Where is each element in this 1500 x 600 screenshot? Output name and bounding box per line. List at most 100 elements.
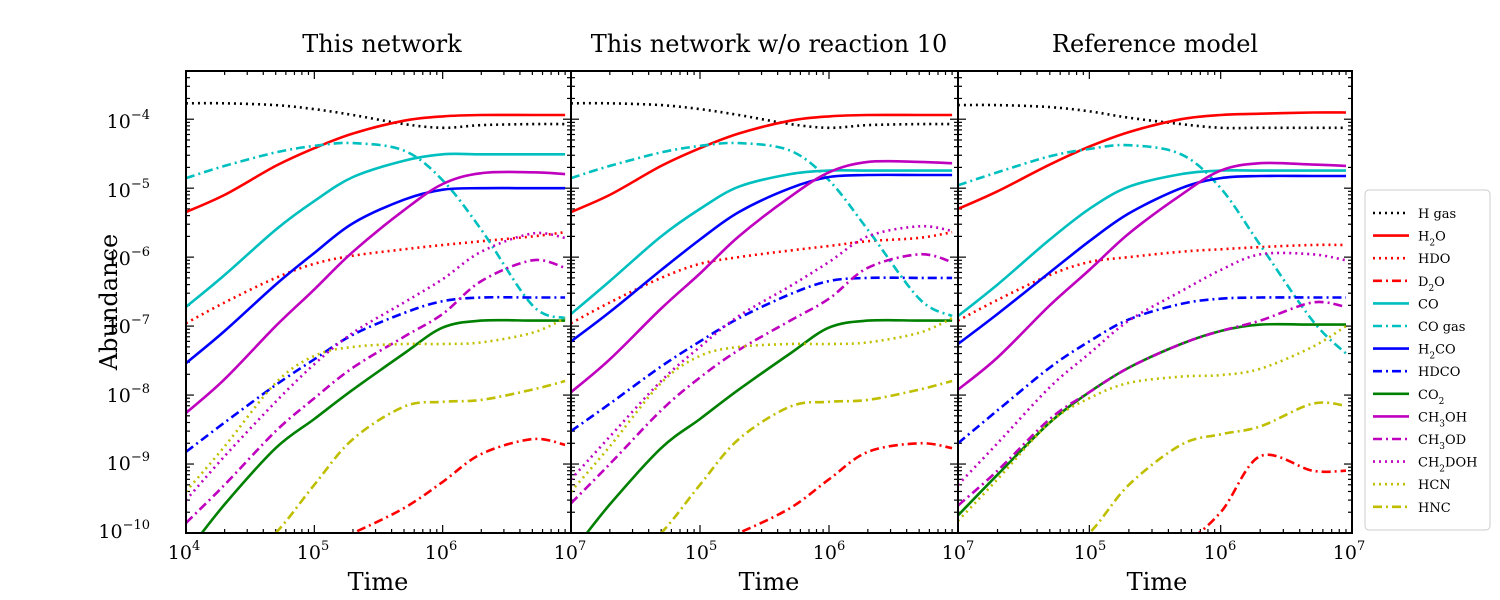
x-tick-label: 105	[297, 539, 329, 564]
curves	[958, 103, 1347, 533]
series-line-co2	[200, 318, 566, 533]
series-line-ch3oh	[186, 170, 566, 414]
panel-without-reaction-10	[570, 70, 959, 534]
series-line-hdco	[571, 276, 953, 433]
series-line-hdco	[186, 295, 566, 453]
legend-label: CO	[1418, 297, 1439, 312]
y-tick-labels: 10−10 10−9 10−8 10−7 10−6 10−5 10−4	[98, 108, 150, 543]
legend-label: H2CO	[1418, 343, 1456, 362]
series-line-d2o	[349, 437, 566, 533]
y-tick-label: 10−10	[98, 518, 150, 543]
y-tick-label: 10−6	[107, 245, 150, 270]
y-axis-label: Abundance	[95, 234, 123, 371]
x-tick-labels: 104 105 106 107 105 106 107 105 106 107	[168, 539, 1365, 564]
y-tick-label: 10−5	[107, 177, 150, 202]
series-line-h_gas	[958, 103, 1346, 130]
series-line-co_gas	[186, 141, 566, 320]
y-tick-label: 10−4	[107, 108, 150, 133]
series-line-d2o	[735, 441, 953, 533]
series-line-co2	[958, 322, 1346, 517]
legend-item-co: CO	[1373, 297, 1439, 312]
series-line-ch3oh	[571, 159, 953, 394]
series-line-h2o	[958, 111, 1347, 211]
legend-label: CH3OD	[1418, 433, 1466, 452]
series-line-hcn	[186, 317, 566, 493]
legend-item-hnc: HNC	[1373, 501, 1451, 516]
panel-title-1: This network	[302, 30, 462, 58]
legend-label: CH3OH	[1418, 410, 1467, 429]
x-axis-label-3: Time	[1127, 568, 1188, 596]
series-line-h2o	[186, 113, 566, 214]
legend-items: H gas H2O HDO D2O CO CO gas H2CO HDCO CO2 CH3OH CH…	[1373, 207, 1477, 516]
series-line-h_gas	[571, 101, 953, 130]
curves	[186, 101, 566, 533]
legend-item-h2co: H2CO	[1373, 343, 1456, 362]
legend-item-co2: CO2	[1373, 388, 1444, 407]
y-tick-label: 10−8	[107, 382, 150, 407]
series-line-hnc	[273, 379, 566, 533]
panel-reference-model	[957, 70, 1353, 534]
legend-label: D2O	[1418, 275, 1445, 294]
series-line-co2	[585, 318, 953, 533]
x-axis-label-1: Time	[348, 568, 409, 596]
legend-item-h2o: H2O	[1373, 230, 1446, 249]
curves	[571, 101, 953, 533]
series-line-co_gas	[958, 143, 1347, 355]
series-line-hcn	[571, 317, 953, 493]
x-tick-label: 105	[685, 539, 717, 564]
x-tick-label: 105	[1074, 539, 1106, 564]
x-tick-label: 107	[942, 539, 974, 564]
legend-label: H2O	[1418, 230, 1446, 249]
series-line-h_gas	[186, 101, 566, 130]
series-line-h2o	[571, 113, 953, 214]
series-line-hnc	[1087, 401, 1347, 533]
panel-title-2: This network w/o reaction 10	[591, 30, 948, 58]
series-line-hnc	[659, 379, 953, 533]
legend-item-ch2doh: CH2DOH	[1373, 456, 1477, 475]
series-line-ch3od	[958, 300, 1347, 507]
series-line-hdo	[958, 243, 1347, 322]
legend-item-hcn: HCN	[1373, 478, 1451, 493]
legend-item-hdo: HDO	[1373, 252, 1450, 267]
series-line-hcn	[958, 324, 1347, 522]
y-tick-label: 10−7	[107, 313, 150, 338]
legend-label: HNC	[1418, 501, 1451, 516]
x-tick-label: 106	[425, 539, 457, 564]
x-tick-label: 106	[1204, 539, 1236, 564]
series-line-hdco	[958, 296, 1346, 445]
plot-frame	[957, 70, 1353, 534]
legend-label: HDO	[1418, 252, 1450, 267]
series-line-h2co	[571, 173, 953, 343]
y-tick-label: 10−9	[107, 450, 150, 475]
series-line-co	[571, 169, 953, 315]
legend-label: CO gas	[1418, 320, 1465, 335]
series-line-hdo	[186, 230, 566, 325]
legend-label: HDCO	[1418, 365, 1460, 380]
series-line-co	[186, 152, 566, 308]
series-line-ch3od	[571, 252, 953, 505]
legend-item-h_gas: H gas	[1373, 207, 1456, 222]
legend-frame	[1364, 189, 1491, 531]
legend-label: CH2DOH	[1418, 456, 1477, 475]
series-line-ch3od	[186, 258, 566, 524]
series-line-co	[958, 169, 1346, 318]
series-line-co_gas	[571, 141, 953, 318]
legend-label: H gas	[1418, 207, 1456, 222]
series-line-h2co	[958, 174, 1346, 346]
x-axis-label-2: Time	[739, 568, 800, 596]
panel-title-3: Reference model	[1052, 30, 1258, 58]
x-tick-label: 107	[1333, 539, 1365, 564]
legend-item-ch3od: CH3OD	[1373, 433, 1466, 452]
legend-item-d2o: D2O	[1373, 275, 1445, 294]
legend-item-hdco: HDCO	[1373, 365, 1460, 380]
x-tick-label: 104	[168, 539, 200, 564]
panel-this-network	[185, 70, 572, 534]
series-line-h2co	[186, 186, 566, 365]
legend-label: HCN	[1418, 478, 1451, 493]
legend: H gas H2O HDO D2O CO CO gas H2CO HDCO CO2 CH3OH CH…	[1364, 189, 1491, 531]
x-tick-label: 107	[554, 539, 586, 564]
legend-item-ch3oh: CH3OH	[1373, 410, 1467, 429]
series-line-ch3oh	[958, 161, 1347, 391]
legend-item-co_gas: CO gas	[1373, 320, 1465, 335]
legend-label: CO2	[1418, 388, 1444, 407]
